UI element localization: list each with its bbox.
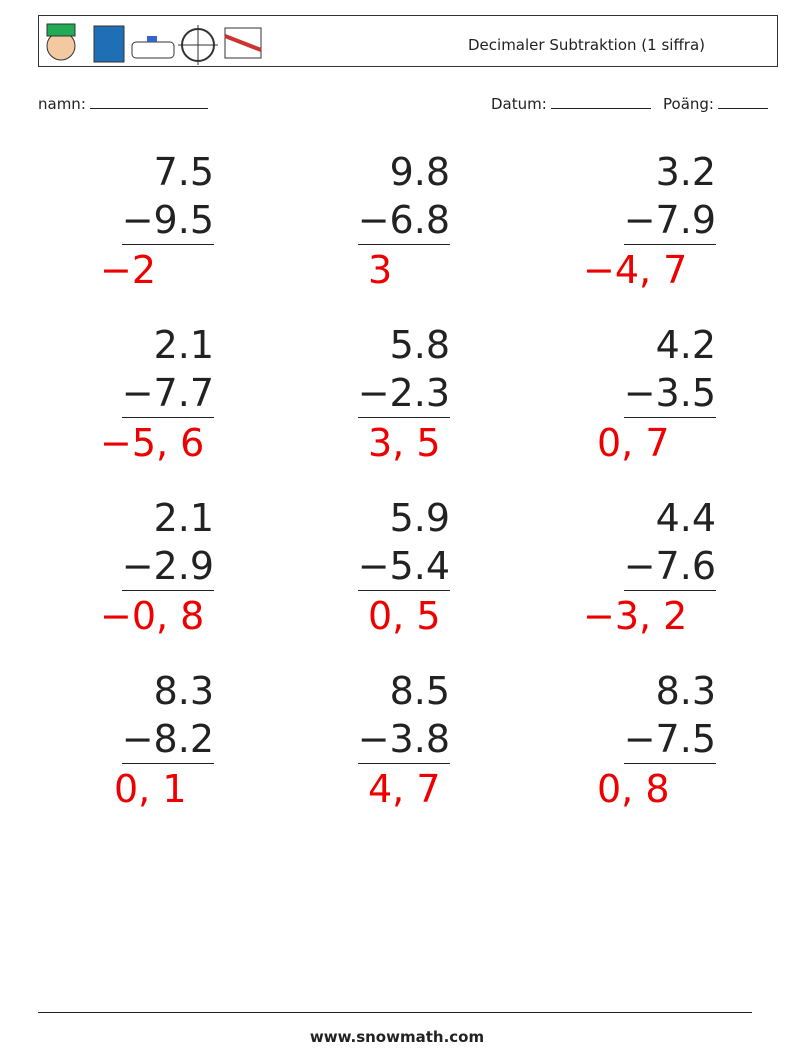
bottom-number: −2.3 [357, 371, 450, 415]
bottom-number: −8.2 [121, 717, 214, 761]
bottom-number: −3.5 [623, 371, 716, 415]
top-number: 5.8 [389, 323, 450, 367]
header-icons [46, 23, 262, 65]
bottom-number: −7.5 [623, 717, 716, 761]
bottom-number: −7.7 [121, 371, 214, 415]
answer-rule [357, 417, 450, 418]
bottom-number: −2.9 [121, 544, 214, 588]
answer: 4, 7 [368, 767, 441, 811]
answer-rule [121, 590, 214, 591]
top-number: 4.2 [655, 323, 716, 367]
answer: 0, 1 [114, 767, 187, 811]
name-label: namn: [38, 95, 86, 113]
answer: 0, 5 [368, 594, 441, 638]
top-number: 8.3 [153, 669, 214, 713]
answer: −3, 2 [583, 594, 688, 638]
footer-line [38, 1012, 752, 1013]
date-field: Datum: [491, 94, 651, 113]
answer: −0, 8 [100, 594, 205, 638]
top-number: 8.5 [389, 669, 450, 713]
top-number: 2.1 [153, 323, 214, 367]
answer: 3, 5 [368, 421, 441, 465]
top-number: 3.2 [655, 150, 716, 194]
bottom-number: −7.9 [623, 198, 716, 242]
answer-rule [623, 590, 716, 591]
footer-url: www.snowmath.com [309, 1028, 485, 1046]
answer-rule [623, 763, 716, 764]
answer: 0, 7 [597, 421, 670, 465]
answer: −2 [100, 248, 157, 292]
blank [717, 94, 768, 109]
answer: −5, 6 [100, 421, 205, 465]
blank [550, 94, 651, 109]
bottom-number: −7.6 [623, 544, 716, 588]
answer-rule [121, 417, 214, 418]
answer-rule [121, 763, 214, 764]
answer: 3 [368, 248, 393, 292]
answer-rule [121, 244, 214, 245]
bottom-number: −9.5 [121, 198, 214, 242]
top-number: 2.1 [153, 496, 214, 540]
top-number: 5.9 [389, 496, 450, 540]
name-field: namn: [38, 94, 208, 113]
answer-rule [357, 763, 450, 764]
answer: 0, 8 [597, 767, 670, 811]
answer: −4, 7 [583, 248, 688, 292]
answer-rule [623, 244, 716, 245]
date-label: Datum: [491, 95, 547, 113]
top-number: 8.3 [655, 669, 716, 713]
blank [89, 94, 208, 109]
answer-rule [357, 244, 450, 245]
top-number: 4.4 [655, 496, 716, 540]
answer-rule [623, 417, 716, 418]
bottom-number: −5.4 [357, 544, 450, 588]
header-box [38, 15, 778, 67]
bottom-number: −6.8 [357, 198, 450, 242]
score-label: Poäng: [663, 95, 714, 113]
top-number: 9.8 [389, 150, 450, 194]
bottom-number: −3.8 [357, 717, 450, 761]
top-number: 7.5 [153, 150, 214, 194]
answer-rule [357, 590, 450, 591]
score-field: Poäng: [663, 94, 768, 113]
title: Decimaler Subtraktion (1 siffra) [468, 36, 705, 54]
